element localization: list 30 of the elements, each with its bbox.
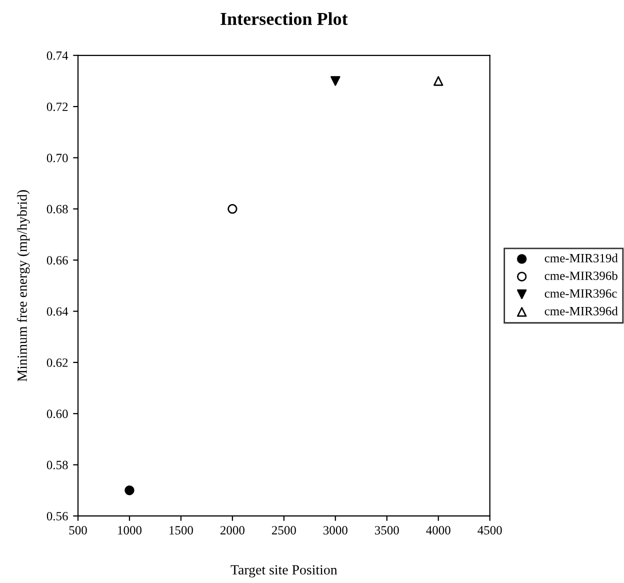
point bbox=[330, 76, 340, 86]
y-axis-title: Minimum free energy (mp/hybrid) bbox=[16, 190, 30, 382]
x-tick-label: 1000 bbox=[118, 526, 142, 534]
x-tick-label: 2000 bbox=[220, 526, 244, 534]
legend-label: cme-MIR319d bbox=[544, 254, 618, 262]
point bbox=[434, 76, 444, 86]
y-tick-label: 0.70 bbox=[46, 154, 68, 162]
y-tick-label: 0.74 bbox=[46, 51, 68, 60]
x-tick-label: 3500 bbox=[374, 526, 399, 534]
x-tick-label: 4500 bbox=[478, 526, 502, 534]
y-tick-label: 0.62 bbox=[46, 358, 68, 367]
x-tick-label: 2500 bbox=[272, 526, 296, 534]
y-tick-label: 0.72 bbox=[46, 102, 68, 112]
x-tick-label: 4000 bbox=[426, 526, 450, 534]
y-tick-label: 0.68 bbox=[46, 204, 68, 214]
x-tick-label: 3000 bbox=[324, 526, 348, 534]
y-tick-label: 0.66 bbox=[46, 256, 68, 265]
y-tick-label: 0.56 bbox=[46, 512, 68, 520]
point bbox=[228, 204, 238, 214]
legend-label: cme-MIR396b bbox=[544, 271, 618, 280]
legend-label: cme-MIR396c bbox=[544, 289, 617, 298]
y-tick-label: 0.58 bbox=[46, 460, 68, 470]
chart-title: Intersection Plot bbox=[220, 12, 348, 26]
x-tick-label: 1500 bbox=[170, 526, 193, 534]
x-axis-title: Target site Position bbox=[230, 565, 338, 578]
y-tick-label: 0.64 bbox=[46, 307, 68, 316]
legend-label: cme-MIR396d bbox=[544, 306, 618, 316]
x-tick-label: 500 bbox=[69, 526, 87, 534]
y-tick-label: 0.60 bbox=[46, 410, 68, 418]
point bbox=[124, 486, 134, 496]
